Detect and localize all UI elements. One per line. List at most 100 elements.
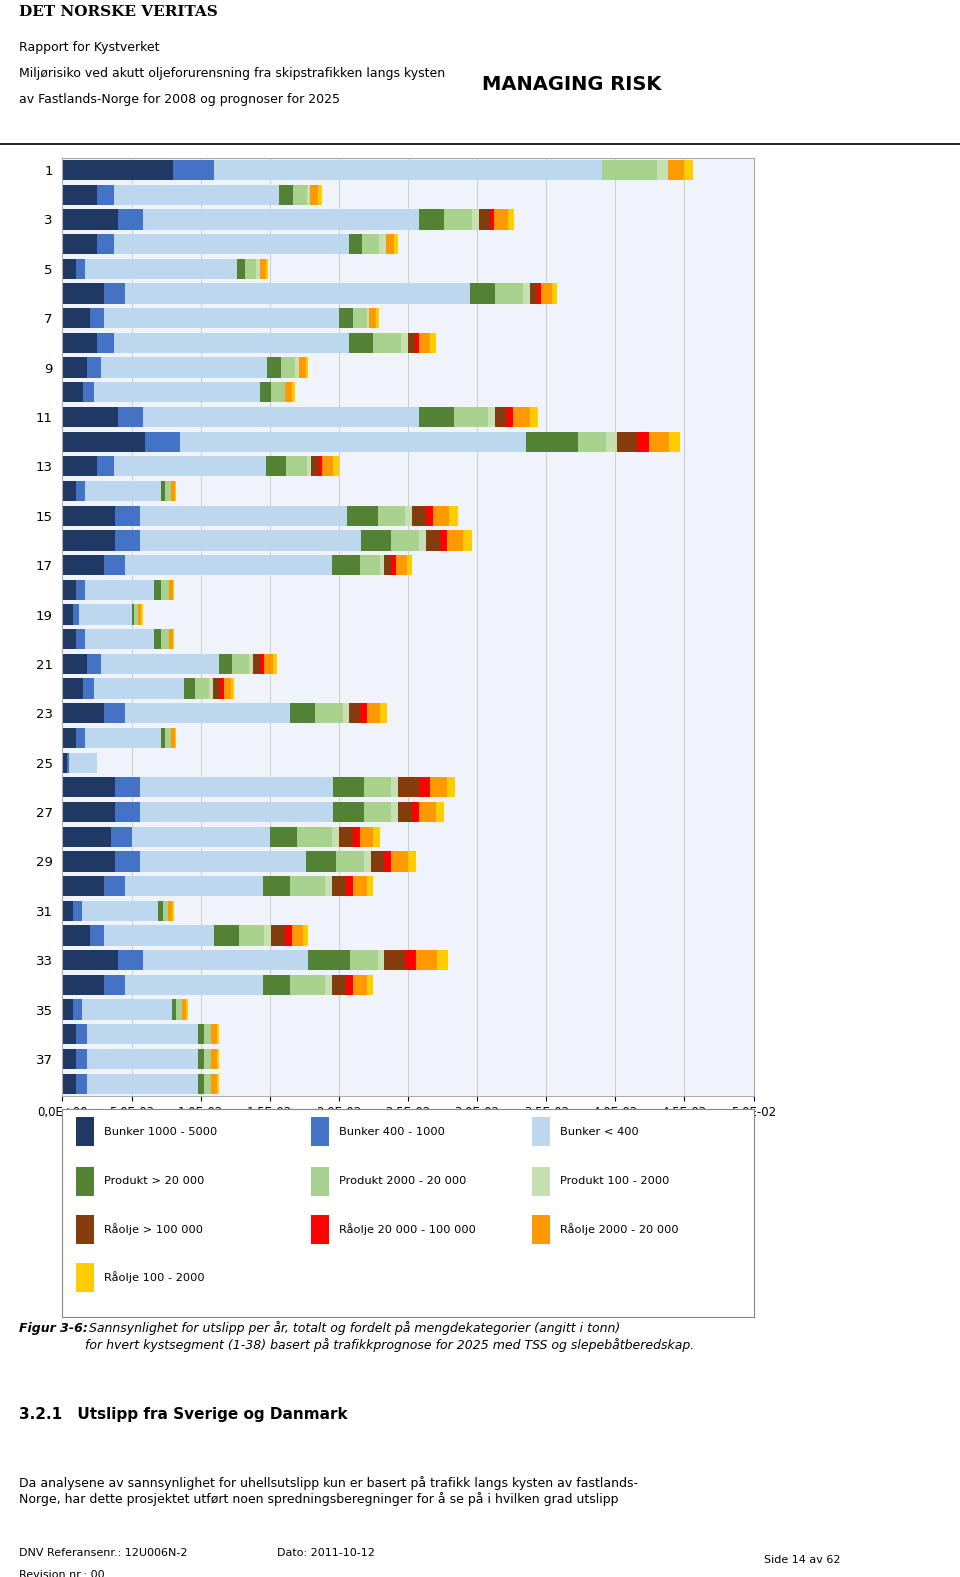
Bar [62,210,118,230]
Bar [143,210,420,230]
Bar [602,159,657,180]
Bar [76,1074,87,1094]
Bar [94,678,184,699]
Bar [217,1023,219,1044]
Bar [530,284,537,304]
Bar [184,678,195,699]
Bar [333,777,364,798]
Bar [213,678,220,699]
Bar [69,752,97,773]
Bar [87,654,101,673]
Bar [160,629,169,650]
Bar [143,949,308,970]
Bar [367,308,370,328]
Bar [264,654,273,673]
Bar [336,852,364,872]
Bar [236,259,245,279]
Bar [113,333,348,353]
Bar [415,333,420,353]
Bar [62,949,118,970]
Bar [379,233,386,254]
Bar [444,210,471,230]
Bar [62,456,97,476]
Bar [537,284,540,304]
Bar [420,210,444,230]
Bar [285,926,292,946]
Bar [204,1023,211,1044]
Bar [352,875,367,896]
Text: Produkt 2000 - 20 000: Produkt 2000 - 20 000 [339,1176,467,1186]
Bar [412,506,426,525]
Bar [348,233,362,254]
Bar [437,949,448,970]
Bar [540,284,552,304]
FancyBboxPatch shape [533,1214,550,1244]
Bar [217,1074,219,1094]
Bar [62,555,104,576]
Bar [101,358,267,378]
Bar [115,530,140,550]
Bar [346,875,352,896]
Bar [62,506,115,525]
Bar [352,308,367,328]
Bar [325,875,332,896]
Bar [310,185,318,205]
FancyBboxPatch shape [76,1167,93,1195]
Bar [412,803,420,822]
Bar [333,456,339,476]
Bar [392,555,396,576]
Bar [495,284,523,304]
Bar [426,530,440,550]
Bar [76,1049,87,1069]
Bar [169,629,173,650]
Bar [62,1000,74,1020]
Bar [160,481,165,501]
Bar [291,975,325,995]
Bar [115,852,140,872]
Bar [305,852,336,872]
Bar [62,333,97,353]
FancyBboxPatch shape [533,1117,550,1146]
Bar [84,259,236,279]
Bar [308,949,350,970]
Bar [62,1023,76,1044]
Bar [118,949,143,970]
Bar [392,530,420,550]
Bar [649,432,669,451]
Bar [426,506,433,525]
Bar [76,1023,87,1044]
Bar [508,210,515,230]
Text: Sannsynlighet for utslipp per år, totalt og fordelt på mengdekategorier (angitt : Sannsynlighet for utslipp per år, totalt… [84,1322,694,1351]
Bar [84,382,94,402]
Bar [87,1074,198,1094]
Bar [669,432,681,451]
Bar [360,826,373,847]
Bar [118,407,143,427]
Bar [270,826,298,847]
Bar [490,210,493,230]
Bar [94,382,260,402]
Text: Råolje > 100 000: Råolje > 100 000 [104,1224,203,1235]
Bar [97,233,113,254]
Bar [249,654,253,673]
Text: DET NORSKE VERITAS: DET NORSKE VERITAS [19,5,218,19]
Bar [440,530,446,550]
Bar [84,629,154,650]
Bar [62,875,104,896]
Bar [398,803,412,822]
Bar [209,678,213,699]
Bar [62,1074,76,1094]
Bar [360,703,367,724]
Bar [62,926,90,946]
Bar [239,926,264,946]
Bar [405,949,417,970]
Bar [430,777,446,798]
Bar [436,803,444,822]
Bar [66,752,69,773]
Bar [113,185,279,205]
Bar [408,333,415,353]
Bar [87,1023,198,1044]
Bar [62,752,66,773]
Bar [318,456,323,476]
Bar [62,975,104,995]
